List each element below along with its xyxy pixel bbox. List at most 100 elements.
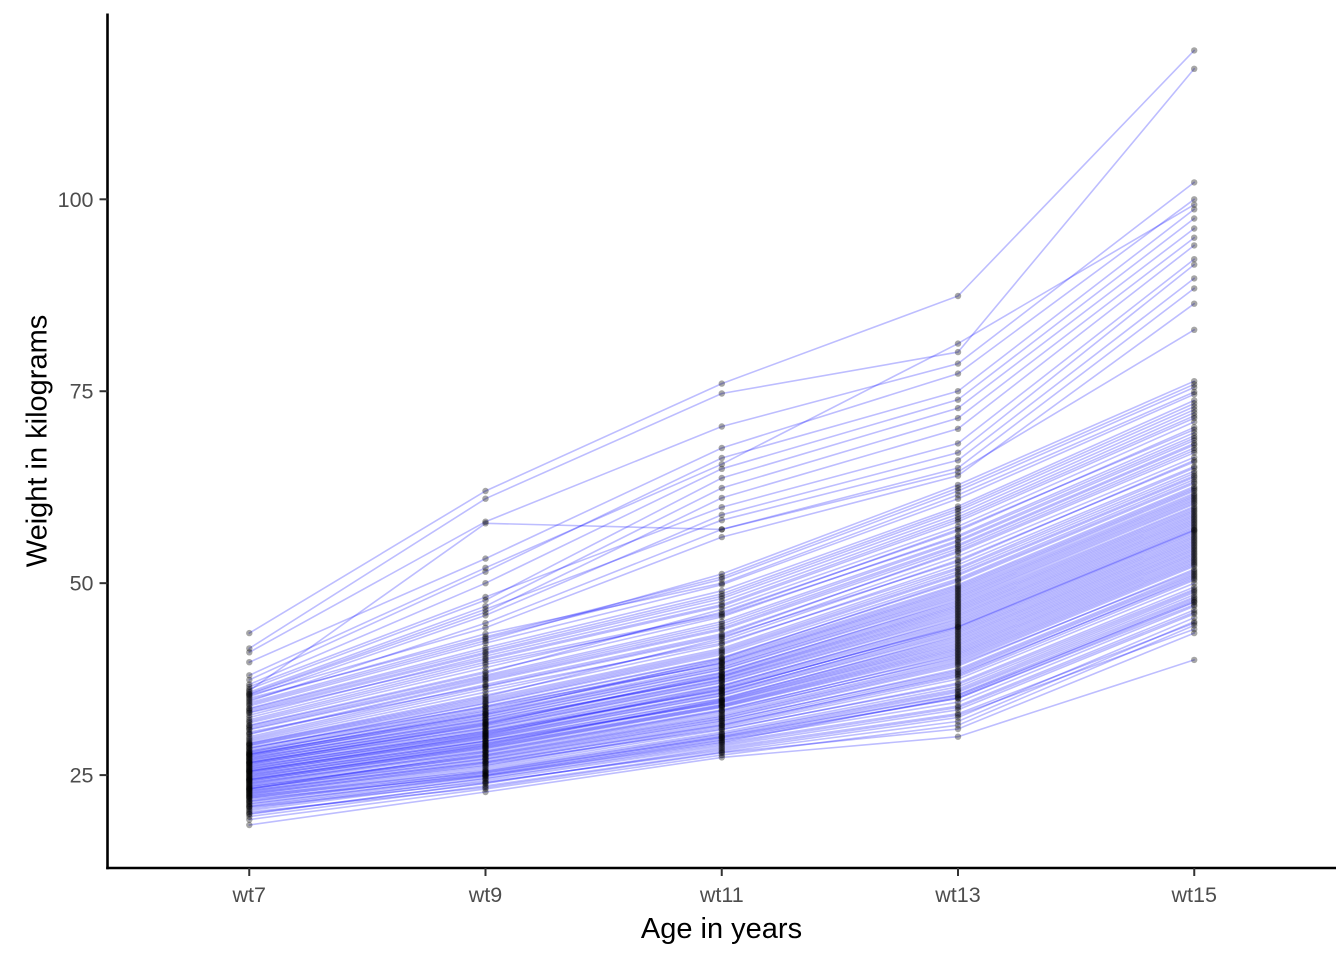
data-point (246, 702, 253, 710)
data-point (718, 669, 725, 676)
data-point (1191, 470, 1198, 477)
data-point (718, 380, 725, 387)
data-point (1191, 515, 1198, 522)
trajectory-line (248, 517, 1195, 765)
data-point (246, 718, 253, 725)
data-point (482, 742, 489, 750)
trajectory-lines (248, 49, 1195, 826)
data-point (1191, 512, 1198, 519)
trajectory-line (248, 208, 1195, 681)
data-point (954, 457, 962, 464)
data-point (954, 537, 962, 544)
data-point (718, 660, 725, 667)
data-point (954, 581, 962, 588)
data-point (1191, 414, 1198, 422)
data-point (954, 624, 962, 631)
data-point (718, 595, 725, 602)
data-point (1191, 504, 1198, 512)
data-point (1191, 507, 1198, 515)
data-point (482, 709, 489, 717)
data-point (954, 360, 962, 367)
data-point (954, 370, 962, 377)
data-point (482, 698, 489, 705)
trajectory-line (248, 531, 1195, 774)
data-point (1191, 493, 1198, 500)
data-point (1191, 326, 1198, 333)
data-point (954, 704, 962, 711)
data-point (246, 750, 253, 757)
data-point (718, 676, 725, 684)
data-point (954, 606, 962, 613)
trajectory-line (248, 616, 1195, 809)
data-point (1191, 275, 1198, 282)
data-point (954, 578, 962, 585)
data-point (482, 644, 489, 651)
data-point (1191, 391, 1198, 398)
data-point (1191, 567, 1198, 575)
trajectory-line (248, 277, 1195, 695)
trajectory-line (248, 482, 1195, 752)
data-point (482, 771, 489, 779)
data-point (954, 658, 962, 665)
trajectory-line (248, 519, 1195, 768)
data-point (718, 711, 725, 718)
data-point (482, 745, 489, 753)
data-point (482, 692, 489, 699)
data-point (482, 770, 489, 777)
data-point (954, 638, 962, 645)
trajectory-line (248, 579, 1195, 795)
data-point (718, 749, 725, 756)
data-point (1191, 476, 1198, 483)
trajectory-line (248, 408, 1195, 713)
trajectory-line (248, 611, 1195, 808)
data-point (246, 783, 253, 790)
data-point (246, 695, 253, 702)
data-point (954, 669, 962, 676)
data-point (954, 604, 962, 611)
data-point (954, 561, 962, 568)
data-point (246, 785, 253, 793)
data-point (1191, 599, 1198, 606)
trajectory-line (248, 485, 1195, 756)
data-point (1191, 629, 1198, 637)
trajectory-line (248, 589, 1195, 799)
trajectory-line (248, 622, 1195, 815)
data-point (954, 670, 962, 677)
data-point (246, 761, 253, 768)
data-point (954, 388, 962, 395)
data-point (718, 685, 725, 693)
data-point (718, 689, 725, 696)
data-point (1191, 618, 1198, 625)
trajectory-line (248, 565, 1195, 790)
trajectory-line (248, 263, 1195, 698)
data-point (1191, 494, 1198, 502)
data-point (246, 795, 253, 803)
data-point (1191, 523, 1198, 530)
data-point (718, 735, 725, 742)
data-point (246, 797, 253, 804)
data-point (482, 619, 489, 627)
data-point (1191, 406, 1198, 413)
data-point (246, 782, 253, 790)
data-point (482, 693, 489, 700)
data-point (1191, 575, 1198, 582)
trajectory-line (248, 505, 1195, 764)
data-point (482, 751, 489, 759)
trajectory-line (248, 628, 1195, 816)
data-point (954, 587, 962, 594)
data-point (246, 744, 253, 751)
trajectory-line (248, 556, 1195, 784)
data-point (482, 756, 489, 763)
data-point (1191, 601, 1198, 608)
data-point (482, 624, 489, 631)
data-point (246, 774, 253, 781)
data-point (1191, 454, 1198, 461)
data-point (954, 589, 962, 596)
data-point (718, 724, 725, 731)
data-point (1191, 572, 1198, 579)
trajectory-line (248, 553, 1195, 782)
data-point (1191, 384, 1198, 391)
data-point (954, 722, 962, 729)
data-point (246, 776, 253, 783)
data-point (482, 768, 489, 775)
